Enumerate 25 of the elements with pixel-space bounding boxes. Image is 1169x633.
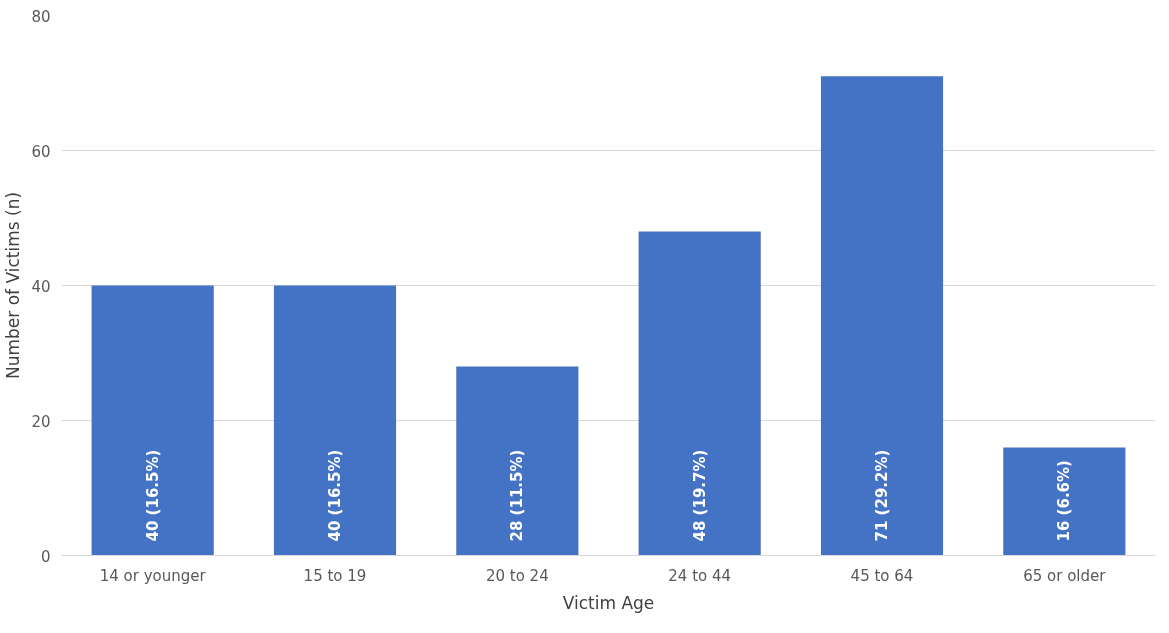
y-tick-label: 0 xyxy=(40,547,51,566)
y-tick-label: 20 xyxy=(31,412,51,431)
x-tick-label: 14 or younger xyxy=(99,566,207,585)
y-tick-label: 80 xyxy=(31,7,51,26)
x-tick-label: 24 to 44 xyxy=(668,566,732,585)
bar xyxy=(273,285,397,556)
x-tick-label: 20 to 24 xyxy=(485,566,549,585)
bar xyxy=(91,285,214,556)
y-axis-title: Number of Victims (n) xyxy=(3,191,24,380)
y-tick-label: 40 xyxy=(31,277,51,296)
bar xyxy=(820,76,944,556)
x-axis-title: Victim Age xyxy=(562,592,655,613)
data-label: 28 (11.5%) xyxy=(508,449,527,542)
data-label: 40 (16.5%) xyxy=(143,449,162,542)
bar xyxy=(456,366,579,556)
bar xyxy=(638,231,761,556)
data-label: 16 (6.6%) xyxy=(1055,460,1074,542)
y-tick-label: 60 xyxy=(31,142,51,161)
x-tick-label: 15 to 19 xyxy=(303,566,367,585)
data-label: 48 (19.7%) xyxy=(690,449,709,542)
bar xyxy=(1003,447,1126,556)
x-tick-label: 65 or older xyxy=(1023,566,1107,585)
data-label: 71 (29.2%) xyxy=(873,449,891,542)
x-tick-label: 45 to 64 xyxy=(850,566,914,585)
data-label: 40 (16.5%) xyxy=(326,449,344,542)
